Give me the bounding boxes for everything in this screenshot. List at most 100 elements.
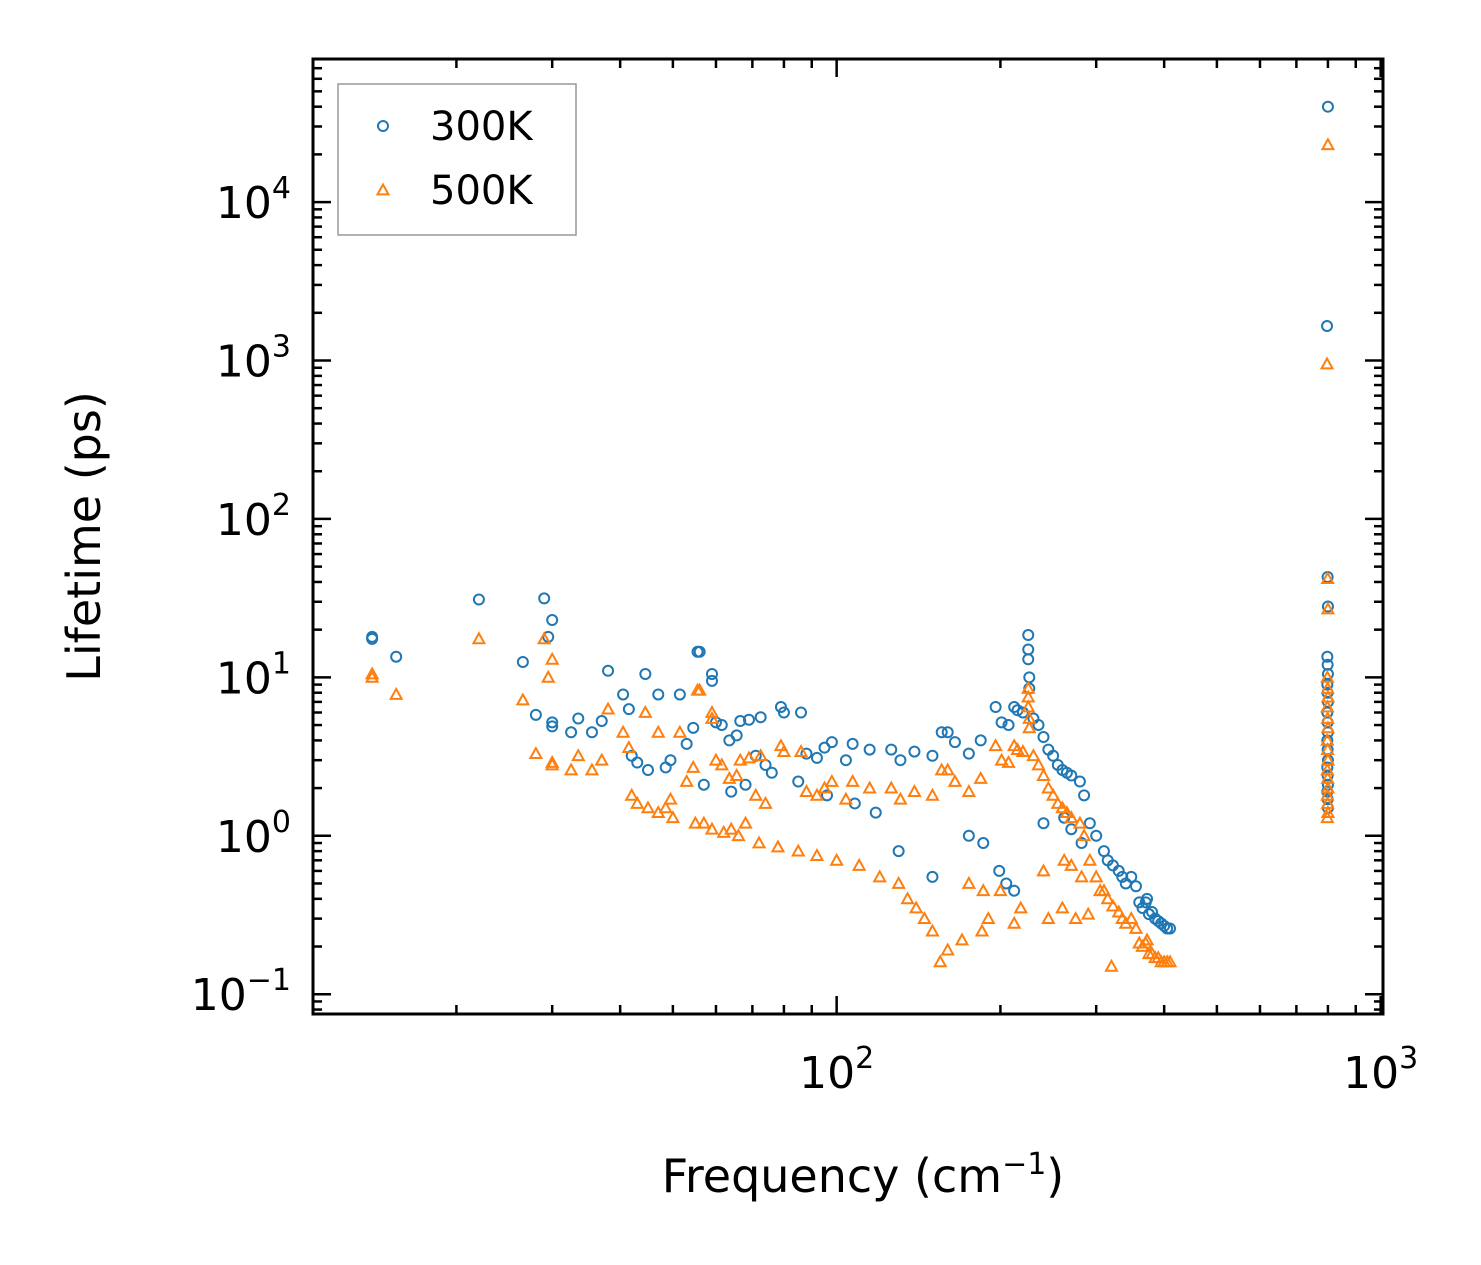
data-point: [1162, 954, 1178, 968]
data-point: [742, 713, 755, 726]
x-tick-label-base: 10: [799, 1048, 855, 1099]
data-point: [751, 835, 767, 849]
data-point: [1319, 356, 1335, 370]
y-tick-label: 100: [216, 805, 291, 863]
data-point: [748, 787, 763, 801]
data-point: [366, 632, 379, 645]
data-point: [925, 787, 940, 801]
data-point: [1104, 958, 1119, 972]
data-point: [697, 778, 710, 791]
data-point: [364, 669, 380, 683]
data-point: [1320, 699, 1335, 713]
data-point: [731, 828, 746, 842]
data-point: [908, 745, 921, 758]
data-point: [893, 791, 908, 805]
x-tick-label-base: 10: [1343, 1048, 1399, 1099]
data-point: [641, 764, 654, 777]
data-point: [900, 891, 915, 905]
data-point: [1022, 720, 1037, 734]
data-point: [926, 870, 939, 883]
plot-frame: [311, 57, 1385, 1016]
data-point: [679, 773, 694, 787]
data-point: [817, 780, 832, 794]
data-point: [364, 666, 380, 680]
data-point: [704, 821, 720, 835]
data-point: [1068, 911, 1083, 925]
data-point: [862, 780, 877, 794]
y-tick-label-exp: 1: [272, 646, 291, 681]
data-point: [973, 770, 988, 784]
data-point: [792, 775, 805, 788]
data-point: [528, 746, 544, 760]
data-point: [1124, 911, 1139, 925]
y-tick-label-exp: 2: [272, 488, 291, 523]
data-point: [948, 736, 961, 749]
data-point: [594, 752, 609, 766]
data-point: [1065, 769, 1078, 782]
data-point: [1016, 706, 1029, 719]
x-tick-label: 103: [1343, 1041, 1418, 1099]
data-point: [1116, 870, 1129, 883]
data-point: [565, 726, 578, 739]
data-point: [705, 667, 718, 680]
data-point: [1139, 932, 1155, 946]
data-point: [940, 762, 955, 776]
data-point: [1023, 671, 1036, 684]
data-point: [595, 715, 608, 728]
data-point: [1320, 137, 1336, 151]
data-point: [995, 716, 1008, 729]
data-point: [1320, 720, 1336, 734]
data-point: [638, 704, 653, 718]
y-tick-label: 10−1: [191, 963, 291, 1021]
data-point: [738, 815, 753, 829]
data-point: [1092, 883, 1108, 897]
legend-label-500k: 500K: [430, 168, 534, 214]
data-point: [1073, 775, 1086, 788]
data-point: [1022, 629, 1035, 642]
data-point: [1050, 795, 1066, 809]
y-tick-label: 103: [216, 330, 291, 388]
y-tick-label-exp: 0: [272, 805, 291, 840]
data-point: [754, 711, 767, 724]
data-point: [1320, 571, 1335, 585]
data-point: [631, 756, 644, 769]
data-point: [1047, 749, 1060, 762]
data-point: [1158, 919, 1171, 932]
data-point: [810, 751, 823, 764]
data-point: [621, 740, 637, 754]
data-point: [692, 682, 707, 696]
data-point: [993, 864, 1006, 877]
legend-marker-symbol: [375, 182, 391, 196]
x-axis-title-sup: −1: [1002, 1147, 1046, 1182]
data-point: [809, 787, 825, 801]
data-point: [1045, 787, 1061, 801]
x-tick-label-exp: 3: [1399, 1041, 1418, 1076]
data-point: [872, 869, 887, 883]
data-point: [1100, 891, 1115, 905]
data-point: [838, 791, 854, 805]
data-point: [776, 744, 792, 757]
data-point: [538, 592, 551, 605]
data-point: [704, 710, 720, 724]
y-tick-label-base: 10: [216, 337, 272, 388]
data-point: [941, 726, 954, 739]
data-point: [962, 747, 975, 760]
data-point: [602, 664, 615, 677]
data-point: [1078, 789, 1091, 802]
data-point: [663, 791, 678, 805]
data-point: [976, 883, 991, 897]
data-point: [795, 706, 808, 719]
data-point: [1072, 815, 1088, 829]
data-point: [730, 729, 743, 742]
data-point: [1089, 869, 1104, 883]
data-point: [908, 900, 924, 914]
data-point: [546, 716, 559, 729]
data-point: [1065, 823, 1078, 836]
data-point: [1059, 805, 1075, 819]
data-point: [686, 759, 701, 773]
data-point: [529, 708, 542, 721]
legend-label-300k: 300K: [430, 104, 534, 150]
data-point: [961, 875, 977, 889]
data-point: [541, 669, 556, 683]
data-point: [515, 692, 531, 706]
